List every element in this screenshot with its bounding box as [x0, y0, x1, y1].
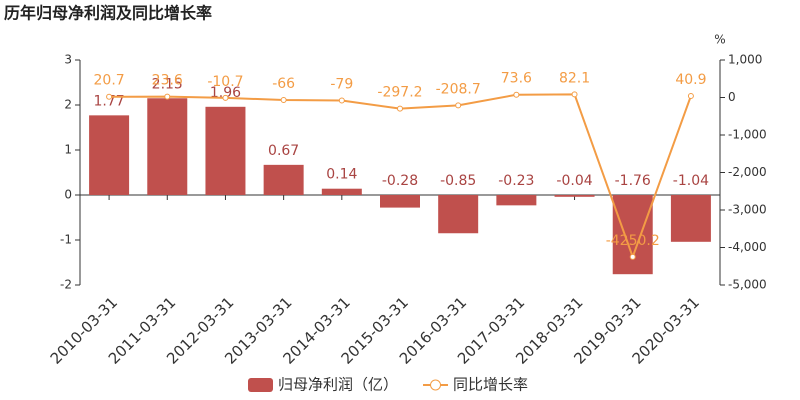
bar [321, 188, 362, 195]
line-point [280, 96, 287, 103]
bar [380, 195, 420, 208]
line-point [571, 91, 578, 98]
line-point [455, 102, 462, 109]
chart-title: 历年归母净利润及同比增长率 [4, 4, 212, 23]
line-value-label: 40.9 [675, 72, 706, 88]
line-point [687, 92, 694, 99]
line-value-label: 73.6 [501, 71, 532, 87]
bar-value-label: 2.15 [152, 76, 183, 92]
y-tick-label: -1 [60, 233, 72, 247]
line-value-label: 82.1 [559, 70, 590, 86]
y2-tick-label: 0 [728, 90, 736, 104]
bar [496, 195, 537, 206]
bar-value-label: -1.76 [615, 173, 651, 189]
bar [612, 195, 653, 275]
legend-label: 归母净利润（亿） [278, 376, 398, 394]
line-value-label: -4250.2 [606, 233, 660, 249]
line-value-label: -208.7 [436, 81, 481, 97]
y-tick-label: -2 [60, 278, 72, 292]
bar [263, 164, 304, 195]
y-tick-label: 3 [64, 53, 72, 67]
line-value-label: 23.6 [152, 73, 183, 89]
bar-value-label: 0.14 [326, 167, 357, 183]
line-point [164, 93, 171, 100]
bar [554, 195, 595, 197]
line-value-label: -79 [330, 76, 353, 92]
bar [670, 195, 711, 242]
bar [147, 98, 188, 195]
y2-axis-unit: % [714, 33, 725, 47]
line-point [106, 93, 113, 100]
line-point [222, 94, 229, 101]
legend-swatch-point [430, 379, 442, 391]
line-value-label: -297.2 [377, 85, 422, 101]
bar [438, 195, 479, 234]
y2-tick-label: -4,000 [728, 240, 767, 254]
legend-label: 同比增长率 [453, 376, 528, 394]
bar-value-label: -0.85 [440, 173, 476, 189]
y2-tick-label: 1,000 [728, 53, 762, 67]
bar-value-label: -0.04 [556, 173, 592, 189]
bar-value-label: -1.04 [673, 173, 709, 189]
y-tick-label: 1 [64, 143, 72, 157]
line-value-label: -66 [272, 76, 295, 92]
legend-swatch [248, 378, 273, 392]
bar-value-label: -0.23 [498, 173, 534, 189]
bar-value-label: -0.28 [382, 173, 418, 189]
y-tick-label: 0 [64, 188, 72, 202]
bar [205, 106, 246, 195]
bar [89, 115, 130, 195]
y-tick-label: 2 [64, 98, 72, 112]
line-point [397, 105, 403, 112]
y2-tick-label: -5,000 [728, 278, 767, 292]
line-point [513, 91, 520, 98]
y2-tick-label: -3,000 [728, 203, 767, 217]
line-point [629, 253, 636, 260]
y2-tick-label: -1,000 [728, 128, 767, 142]
line-value-label: 20.7 [94, 73, 125, 89]
y2-tick-label: -2,000 [728, 165, 767, 179]
line-point [338, 97, 345, 104]
line-value-label: -10.7 [207, 74, 243, 90]
bar-value-label: 0.67 [268, 143, 299, 159]
